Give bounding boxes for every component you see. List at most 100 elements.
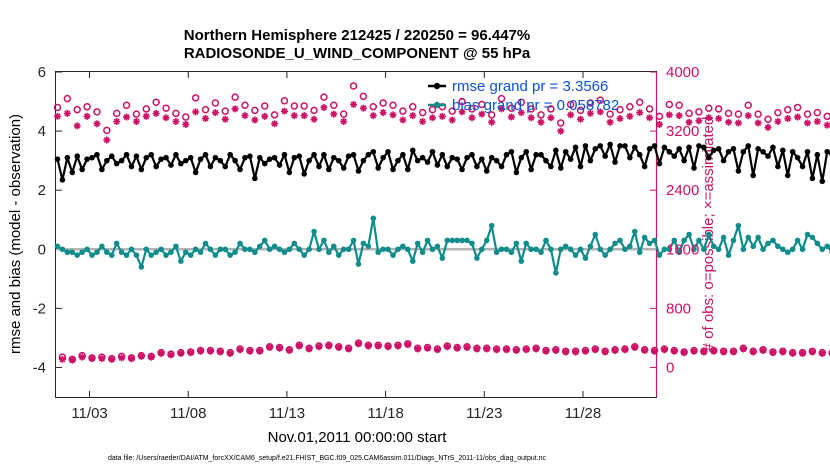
obs-possible-point bbox=[142, 105, 151, 113]
obs-possible-point bbox=[468, 105, 476, 113]
rmse-point bbox=[607, 141, 613, 148]
obs-possible-point bbox=[497, 94, 506, 103]
rmse-point bbox=[104, 157, 110, 164]
obs-possible-point bbox=[645, 105, 654, 113]
obs-assimilated-point bbox=[651, 347, 659, 355]
obs-possible-point bbox=[270, 111, 279, 119]
bias-point bbox=[701, 246, 707, 253]
obs-possible-point bbox=[823, 112, 830, 121]
bias-point bbox=[350, 237, 357, 244]
obs-assimilated-point bbox=[399, 116, 407, 124]
obs-assimilated-point bbox=[468, 114, 476, 122]
rmse-point bbox=[572, 144, 579, 151]
obs-assimilated-point bbox=[577, 115, 585, 123]
bias-point bbox=[128, 246, 135, 253]
rmse-point bbox=[182, 157, 189, 164]
rmse-point bbox=[479, 156, 485, 162]
rmse-point bbox=[429, 148, 436, 155]
rmse-point bbox=[538, 151, 544, 158]
rmse-point bbox=[548, 163, 554, 170]
bias-point bbox=[296, 246, 303, 253]
bias-point bbox=[562, 243, 569, 250]
bias-point bbox=[148, 252, 155, 258]
bias-point bbox=[59, 246, 66, 253]
rmse-point bbox=[691, 165, 697, 171]
obs-possible-point bbox=[566, 100, 575, 109]
obs-possible-point bbox=[241, 101, 249, 109]
obs-assimilated-point bbox=[409, 112, 417, 120]
obs-possible-point bbox=[626, 102, 634, 111]
obs-assimilated-point bbox=[611, 346, 619, 354]
obs-assimilated-point bbox=[606, 118, 614, 126]
bias-point bbox=[755, 234, 761, 241]
obs-assimilated-point bbox=[586, 109, 594, 117]
obs-possible-point bbox=[191, 94, 200, 102]
bias-point bbox=[380, 246, 386, 253]
obs-possible-point bbox=[606, 110, 614, 118]
rmse-point bbox=[400, 151, 406, 158]
rmse-point bbox=[543, 157, 549, 164]
obs-assimilated-point bbox=[369, 112, 377, 120]
obs-assimilated-point bbox=[221, 115, 229, 123]
obs-possible-point bbox=[310, 106, 318, 115]
rmse-point bbox=[676, 146, 682, 152]
rmse-point bbox=[439, 151, 446, 158]
rmse-point bbox=[434, 162, 441, 168]
rmse-point bbox=[819, 178, 826, 185]
left-y-tick-label: 6 bbox=[38, 64, 46, 81]
obs-assimilated-point bbox=[433, 346, 441, 354]
rmse-point bbox=[419, 154, 426, 161]
rmse-point bbox=[696, 143, 702, 149]
bias-point bbox=[538, 249, 544, 256]
rmse-point bbox=[256, 154, 263, 161]
obs-assimilated-point bbox=[236, 346, 244, 354]
obs-assimilated-point bbox=[789, 349, 797, 357]
obs-possible-point bbox=[182, 113, 190, 121]
bias-point bbox=[419, 249, 426, 256]
obs-assimilated-point bbox=[231, 105, 239, 113]
bias-point bbox=[760, 246, 766, 253]
rmse-point bbox=[306, 157, 312, 164]
obs-possible-point bbox=[537, 111, 545, 119]
rmse-point bbox=[173, 151, 179, 158]
obs-possible-point bbox=[705, 104, 713, 112]
legend-bias-marker bbox=[433, 101, 441, 109]
obs-assimilated-point bbox=[710, 347, 718, 355]
series-obs_assimilated bbox=[53, 101, 830, 364]
rmse-point bbox=[405, 166, 411, 173]
bias-point bbox=[681, 237, 687, 244]
rmse-point bbox=[469, 151, 475, 158]
obs-assimilated-point bbox=[280, 107, 288, 115]
bias-point bbox=[528, 246, 534, 253]
obs-possible-point bbox=[478, 100, 486, 109]
obs-assimilated-point bbox=[478, 110, 486, 118]
rmse-point bbox=[755, 146, 761, 152]
obs-assimilated-point bbox=[665, 111, 673, 119]
bias-point bbox=[587, 243, 594, 250]
bias-point bbox=[444, 237, 451, 244]
rmse-point bbox=[276, 162, 283, 168]
rmse-point bbox=[380, 154, 386, 161]
bias-point bbox=[311, 228, 317, 235]
obs-assimilated-point bbox=[769, 349, 777, 357]
bias-point bbox=[207, 246, 214, 253]
series-bias bbox=[54, 215, 830, 276]
obs-possible-point bbox=[774, 108, 782, 117]
obs-assimilated-point bbox=[488, 118, 496, 126]
rmse-point bbox=[355, 168, 362, 174]
rmse-point bbox=[370, 148, 377, 155]
obs-possible-point bbox=[655, 112, 664, 121]
obs-assimilated-point bbox=[428, 114, 436, 122]
rmse-point bbox=[760, 148, 766, 155]
obs-possible-point bbox=[458, 97, 466, 106]
bias-point bbox=[64, 249, 71, 256]
rmse-point bbox=[799, 163, 806, 170]
bias-point bbox=[602, 252, 608, 258]
rmse-point bbox=[345, 153, 352, 160]
bias-point bbox=[572, 252, 579, 258]
rmse-point bbox=[681, 157, 687, 164]
bias-point bbox=[385, 246, 391, 253]
rmse-point bbox=[449, 154, 456, 161]
rmse-point bbox=[804, 148, 811, 155]
